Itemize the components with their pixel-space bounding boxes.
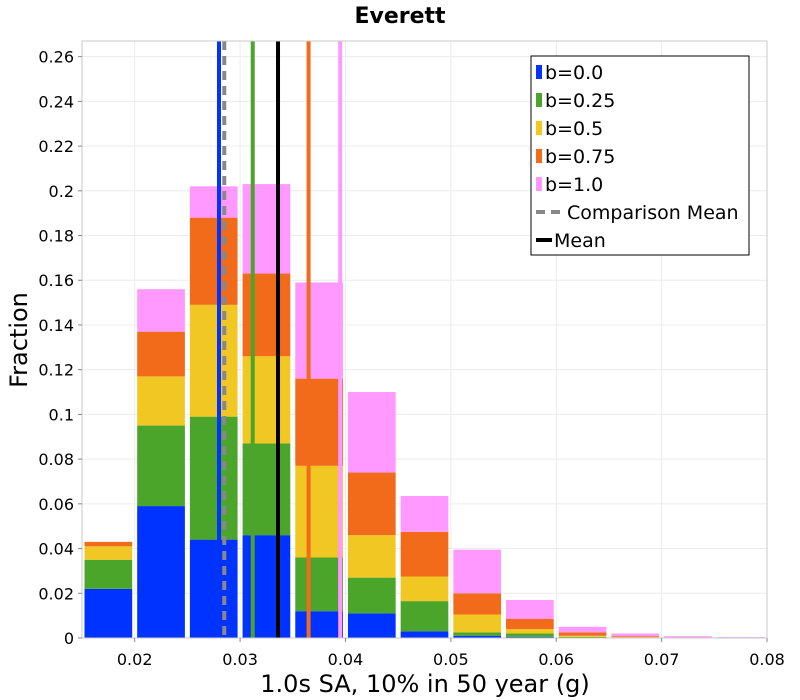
legend-swatch-b-0-5	[536, 121, 542, 135]
mean-lines-group	[217, 41, 343, 638]
bar-segment-b-1-0-bin-4	[295, 282, 343, 379]
bar-segment-b-0-75-bin-9	[558, 632, 607, 636]
legend-label: b=0.5	[545, 118, 603, 140]
x-axis-label: 1.0s SA, 10% in 50 year (g)	[260, 670, 589, 698]
bar-segment-b-1-0-bin-11	[664, 636, 712, 638]
x-tick-label: 0.04	[328, 650, 364, 669]
y-tick-label: 0.06	[38, 495, 74, 514]
bar-segment-b-0-25-bin-6	[400, 601, 449, 632]
bar-segment-b-0-75-bin-8	[506, 618, 554, 630]
legend-label: b=1.0	[545, 174, 603, 196]
bar-segment-b-1-0-bin-8	[506, 599, 554, 619]
bar-segment-b-0-5-bin-8	[506, 629, 554, 634]
legend-swatch-b-1-0	[536, 177, 542, 191]
bar-segment-b-0-75-bin-2	[189, 217, 238, 305]
bar-segment-b-0-0-bin-7	[453, 635, 502, 638]
y-tick-label: 0.12	[38, 361, 74, 380]
bar-segment-b-0-25-bin-5	[347, 577, 396, 614]
x-axis-ticks: 0.02 0.03 0.04 0.05 0.06 0.07 0.08	[117, 638, 785, 669]
bar-segment-b-0-5-bin-9	[558, 635, 607, 637]
bar-segment-b-0-25-bin-2	[189, 416, 238, 540]
legend-swatch-b-0-0	[536, 65, 542, 79]
legend-label: b=0.75	[545, 146, 615, 168]
y-tick-label: 0.18	[38, 227, 74, 246]
bar-segment-b-1-0-bin-5	[347, 392, 396, 473]
y-tick-label: 0.02	[38, 584, 74, 603]
bar-segment-b-0-0-bin-4	[295, 611, 343, 638]
bar-segment-b-0-25-bin-9	[558, 636, 607, 638]
legend: b=0.0 b=0.25 b=0.5 b=0.75 b=1.0 Comparison Me…	[530, 55, 750, 256]
bar-segment-b-0-75-bin-6	[400, 531, 449, 577]
bar-segment-b-1-0-bin-10	[611, 633, 660, 637]
bar-segment-b-0-0-bin-5	[347, 613, 396, 638]
bar-segment-b-1-0-bin-12	[716, 637, 765, 638]
bar-segment-b-0-5-bin-10	[611, 637, 660, 638]
y-axis-ticks: 0 0.02 0.04 0.06 0.08 0.1 0.12 0.14 0.16 0.18 0.2 0…	[38, 48, 82, 648]
y-axis-label: Fraction	[5, 292, 33, 388]
bar-segment-b-0-0-bin-0	[84, 588, 133, 638]
bar-segment-b-0-25-bin-0	[84, 559, 133, 589]
legend-label: b=0.0	[545, 62, 603, 84]
y-tick-label: 0	[64, 629, 74, 648]
bar-segment-b-0-25-bin-7	[453, 632, 502, 636]
bar-segment-b-0-25-bin-3	[242, 443, 291, 536]
bar-segment-b-0-75-bin-3	[242, 273, 291, 357]
bar-segment-b-0-5-bin-0	[84, 546, 133, 560]
x-tick-label: 0.03	[222, 650, 258, 669]
bar-segment-b-0-75-bin-5	[347, 472, 396, 536]
bar-segment-b-0-0-bin-8	[506, 636, 554, 638]
bar-segment-b-1-0-bin-9	[558, 626, 607, 633]
bar-segment-b-0-5-bin-7	[453, 614, 502, 633]
bar-segment-b-1-0-bin-6	[400, 496, 449, 532]
bar-segment-b-0-5-bin-3	[242, 356, 291, 444]
bar-segment-b-0-75-bin-10	[611, 636, 660, 638]
y-tick-label: 0.1	[49, 405, 74, 424]
bar-segment-b-1-0-bin-1	[137, 289, 185, 332]
x-tick-label: 0.02	[117, 650, 153, 669]
bar-segment-b-1-0-bin-2	[189, 186, 238, 218]
y-tick-label: 0.14	[38, 316, 74, 335]
bar-segment-b-0-0-bin-6	[400, 631, 449, 638]
x-tick-label: 0.07	[644, 650, 680, 669]
chart-title: Everett	[354, 4, 446, 29]
legend-swatch-b-0-25	[536, 93, 542, 107]
x-tick-label: 0.08	[749, 650, 785, 669]
legend-swatch-b-0-75	[536, 149, 542, 163]
y-tick-label: 0.04	[38, 540, 74, 559]
bar-segment-b-0-0-bin-2	[189, 539, 238, 638]
bar-segment-b-0-75-bin-4	[295, 378, 343, 466]
bar-segment-b-0-5-bin-5	[347, 535, 396, 578]
y-tick-label: 0.22	[38, 137, 74, 156]
y-tick-label: 0.16	[38, 271, 74, 290]
bar-segment-b-1-0-bin-7	[453, 549, 502, 594]
y-tick-label: 0.26	[38, 48, 74, 67]
y-tick-label: 0.08	[38, 450, 74, 469]
bar-segment-b-0-75-bin-1	[137, 331, 185, 377]
bar-segment-b-0-5-bin-4	[295, 465, 343, 558]
legend-label: Comparison Mean	[567, 202, 739, 224]
bar-segment-b-0-25-bin-8	[506, 633, 554, 637]
legend-label: Mean	[554, 230, 606, 252]
plot-frame	[81, 40, 768, 639]
bar-segment-b-0-0-bin-3	[242, 535, 291, 638]
bar-segment-b-0-75-bin-0	[84, 541, 133, 547]
bar-segment-b-0-75-bin-7	[453, 593, 502, 615]
y-tick-label: 0.24	[38, 92, 74, 111]
bar-segment-b-0-5-bin-2	[189, 304, 238, 417]
y-tick-label: 0.2	[49, 182, 74, 201]
bar-segment-b-0-5-bin-6	[400, 576, 449, 602]
legend-box	[530, 55, 750, 256]
bar-segment-b-1-0-bin-3	[242, 184, 291, 274]
x-tick-label: 0.06	[538, 650, 574, 669]
legend-label: b=0.25	[545, 90, 615, 112]
bar-segment-b-0-0-bin-1	[137, 506, 185, 638]
bars-group	[84, 184, 765, 638]
x-tick-label: 0.05	[433, 650, 469, 669]
bar-segment-b-0-25-bin-4	[295, 557, 343, 612]
bar-segment-b-0-25-bin-1	[137, 425, 185, 507]
bar-segment-b-0-5-bin-1	[137, 376, 185, 426]
